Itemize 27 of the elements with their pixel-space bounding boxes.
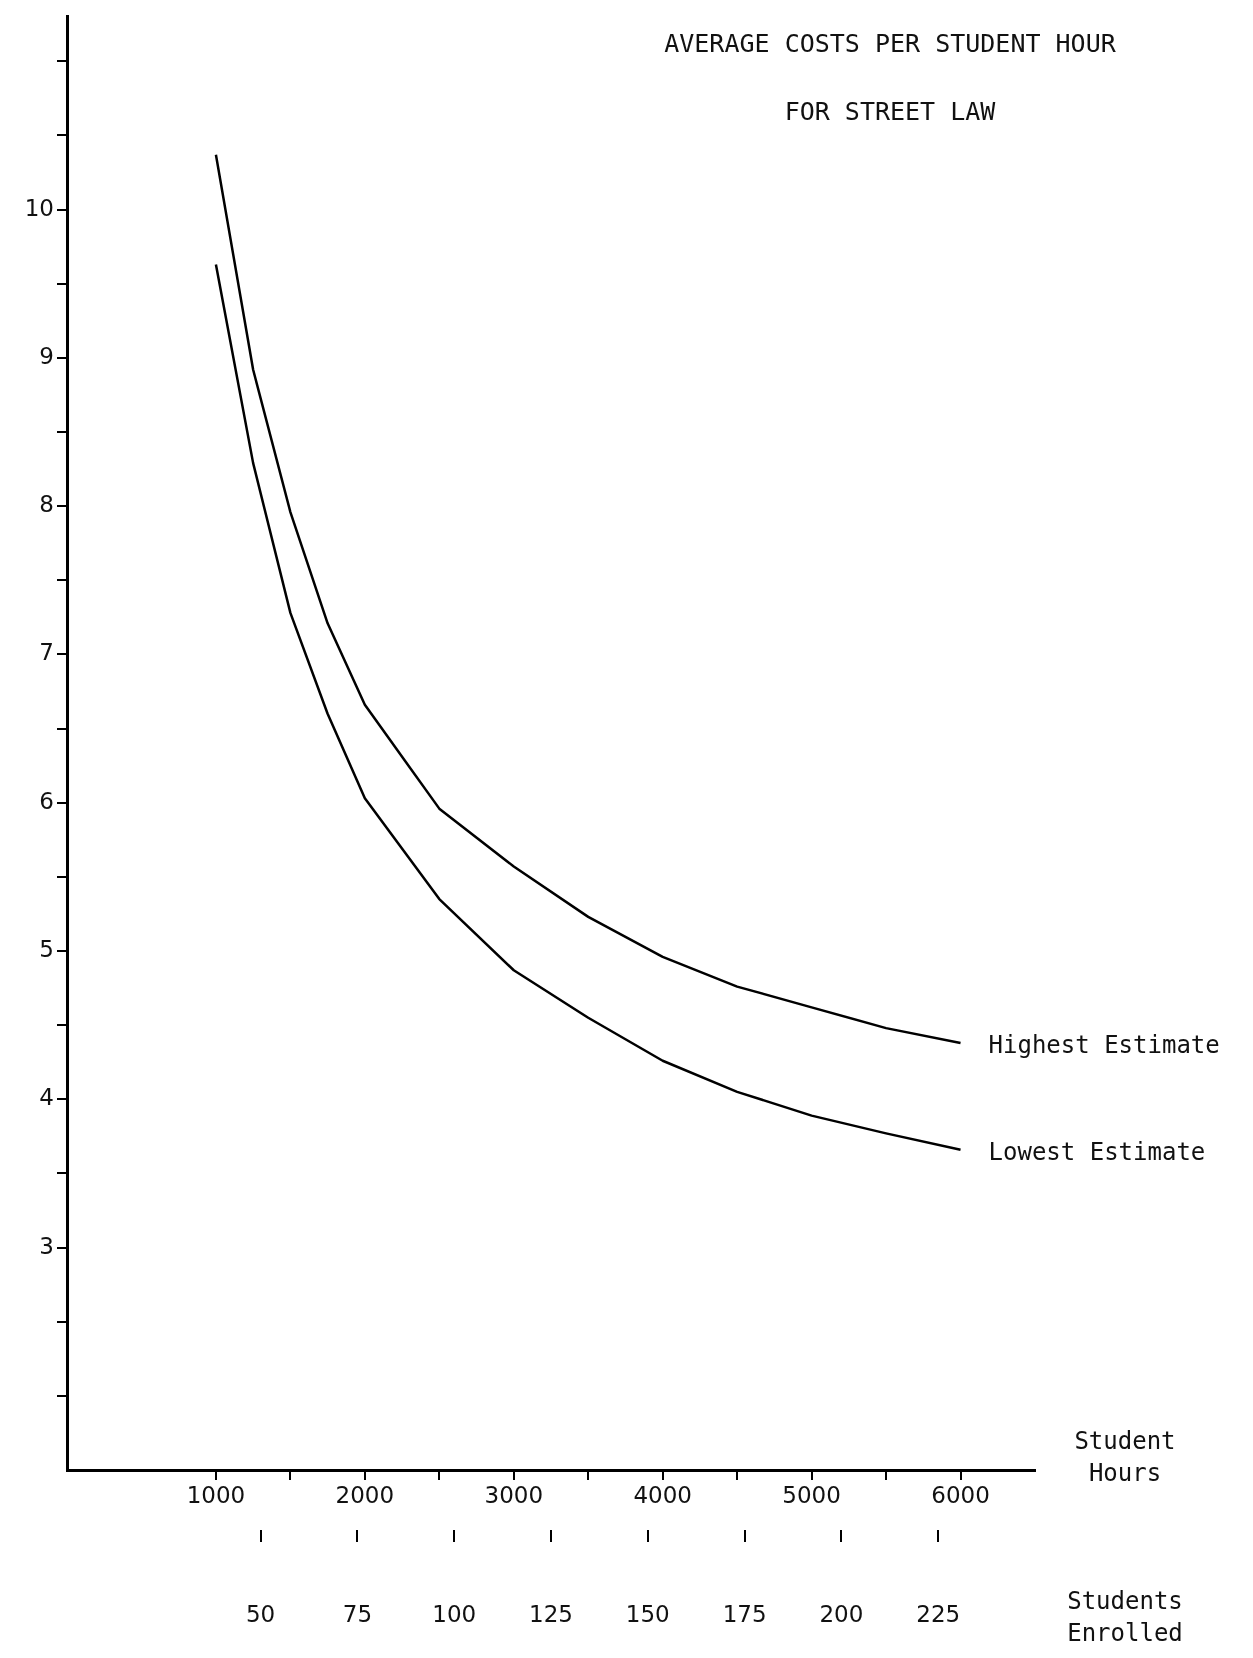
x2-tick-label: 150 xyxy=(625,1600,670,1627)
x2-tick-label: 75 xyxy=(342,1600,373,1627)
y-tick-label: 5 xyxy=(39,935,54,962)
x2-tick-label: 125 xyxy=(529,1600,573,1627)
x2-tick-label: 225 xyxy=(916,1600,961,1627)
series-label: Lowest Estimate xyxy=(988,1137,1206,1166)
x2-tick-label: 200 xyxy=(819,1600,864,1627)
x2-tick-label: 175 xyxy=(722,1600,767,1627)
y-tick-label: 6 xyxy=(39,787,54,814)
y-tick-label: 7 xyxy=(39,639,54,666)
x-tick-label: 5000 xyxy=(782,1481,841,1508)
x-axis-title: Student Hours xyxy=(1073,1426,1177,1489)
y-tick-label: 8 xyxy=(39,491,54,518)
x-tick-label: 1000 xyxy=(186,1481,246,1508)
x2-tick-label: 100 xyxy=(432,1600,477,1627)
y-tick-label: 3 xyxy=(39,1232,54,1259)
chart-title: AVERAGE COSTS PER STUDENT HOUR FOR STREET LAW xyxy=(664,29,1116,126)
x-tick-label: 3000 xyxy=(484,1481,544,1508)
y-tick-label: 9 xyxy=(39,342,54,369)
x2-tick-label: 50 xyxy=(245,1600,276,1627)
x-tick-label: 6000 xyxy=(931,1481,990,1508)
y-tick-label: 10 xyxy=(24,194,54,221)
x-tick-label: 2000 xyxy=(335,1481,395,1508)
x-tick-label: 4000 xyxy=(633,1481,692,1508)
series-label: Highest Estimate xyxy=(988,1031,1220,1060)
y-tick-label: 4 xyxy=(39,1084,54,1111)
x2-axis-title: Students Enrolled xyxy=(1066,1586,1184,1649)
